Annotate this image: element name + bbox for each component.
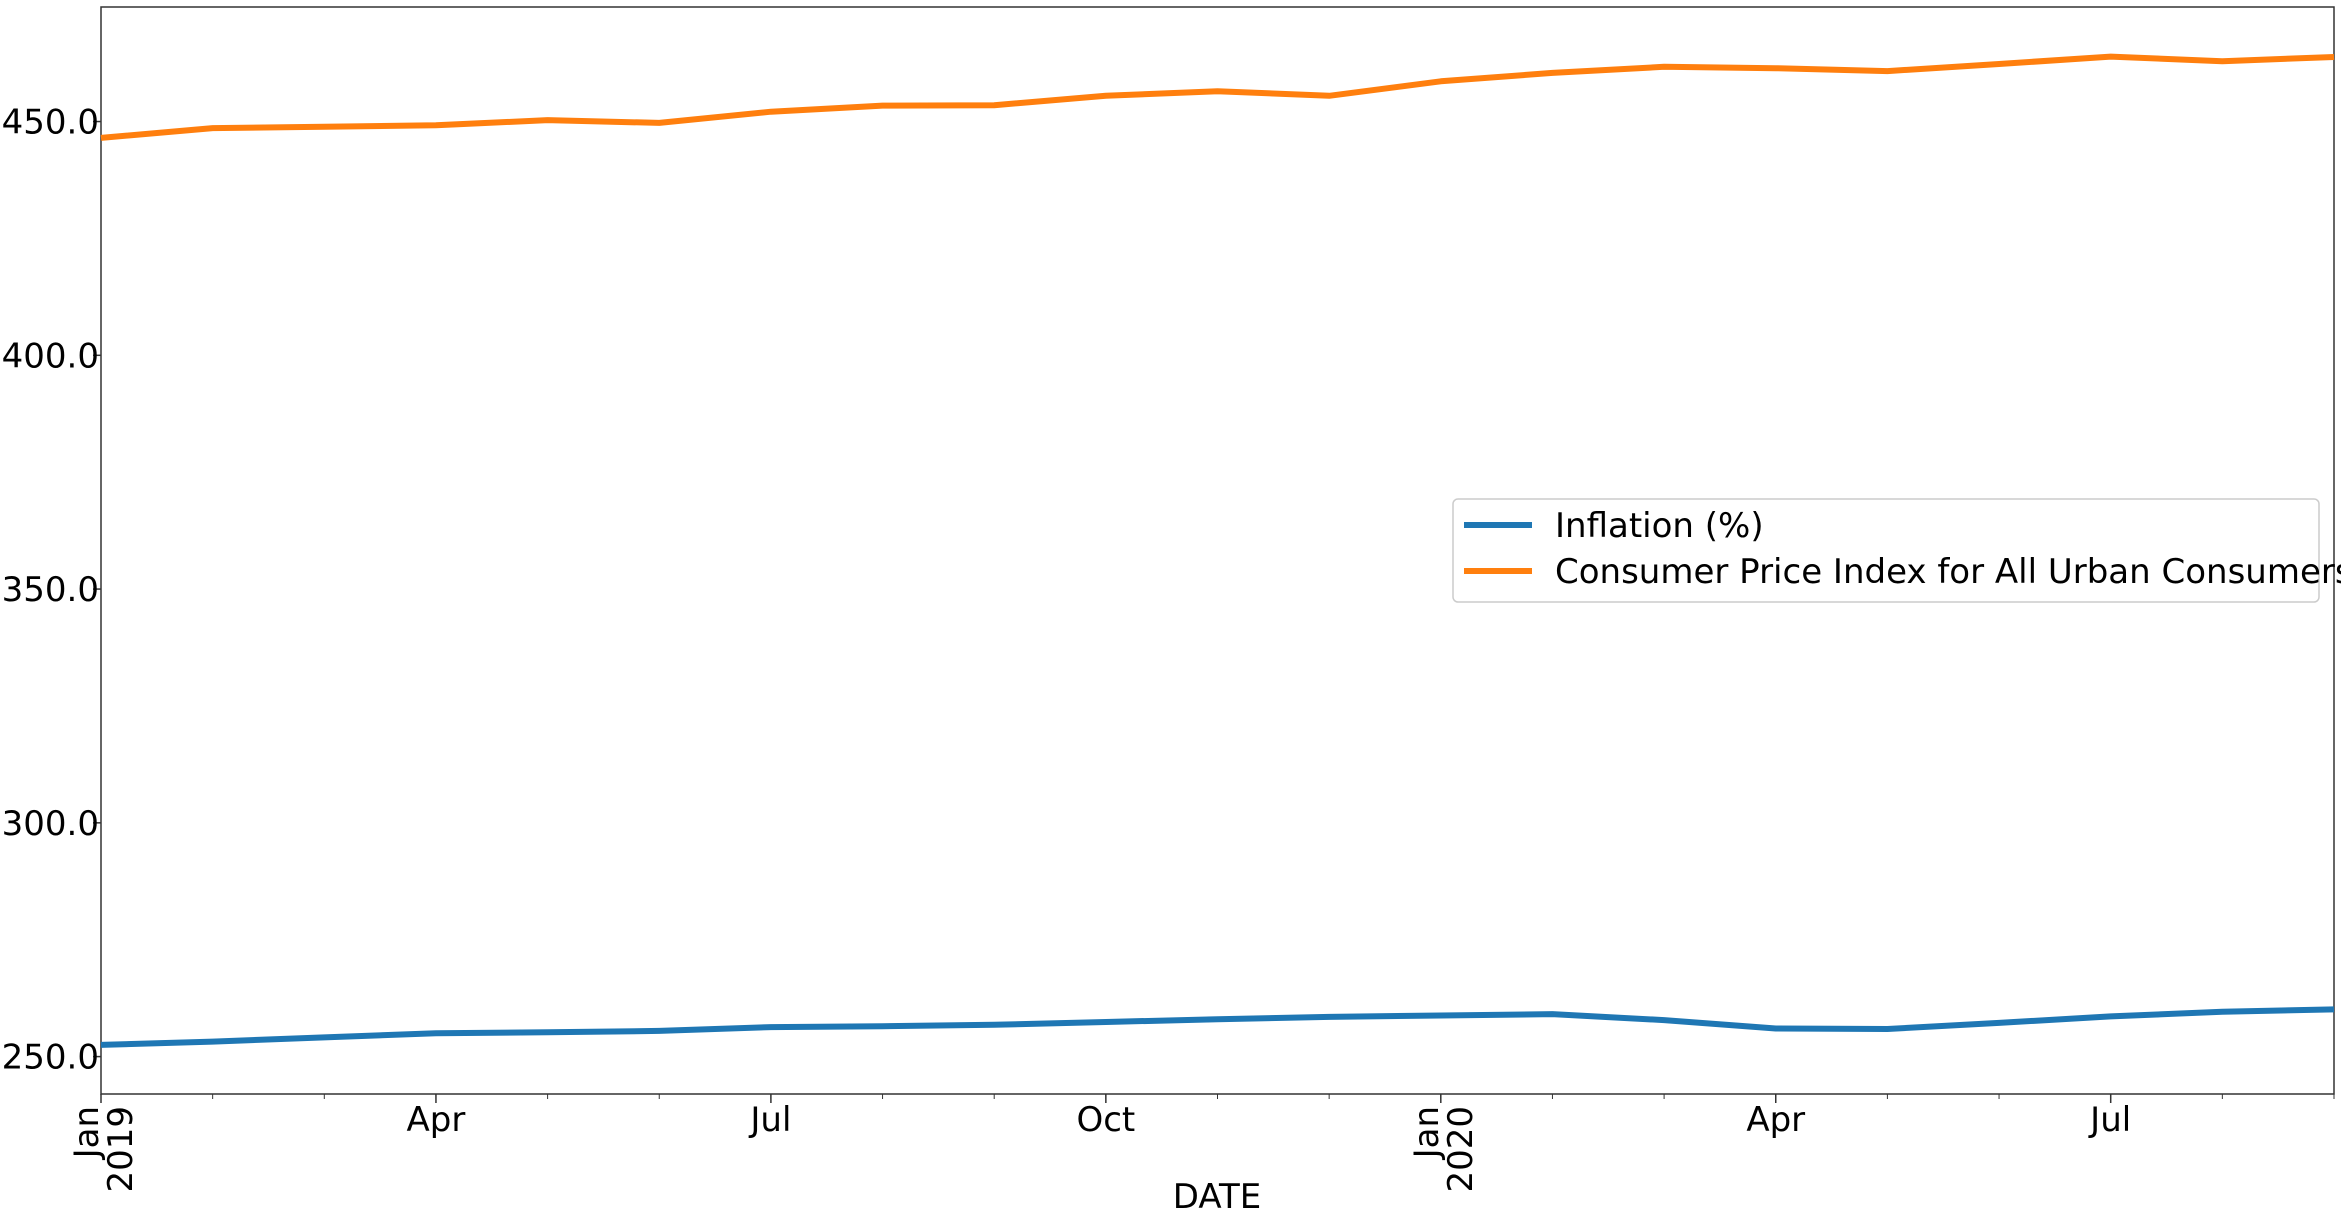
- x-tick-label: Jul: [748, 1100, 791, 1140]
- x-axis-title: DATE: [1173, 1177, 1261, 1217]
- y-axis: 250.0 300.0 350.0 400.0 450.0: [2, 103, 101, 1078]
- y-tick-label: 400.0: [2, 336, 99, 376]
- x-tick-label: Apr: [1746, 1100, 1805, 1140]
- y-tick-label: 350.0: [2, 570, 99, 610]
- legend-label: Consumer Price Index for All Urban Consu…: [1555, 552, 2341, 592]
- x-tick-label: Jul: [2088, 1100, 2131, 1140]
- legend: Inflation (%) Consumer Price Index for Al…: [1452, 498, 2341, 603]
- x-tick-label: Apr: [407, 1100, 466, 1140]
- series-layer: [100, 53, 2335, 1048]
- series-line-0: [100, 1006, 2335, 1048]
- x-tick-label-month: Jan: [67, 1106, 107, 1160]
- x-tick-label-year: 2020: [1441, 1106, 1481, 1193]
- y-tick-label: 250.0: [2, 1038, 99, 1078]
- y-tick-label: 450.0: [2, 103, 99, 143]
- x-tick-label: Oct: [1076, 1100, 1135, 1140]
- x-tick-label-year: 2019: [101, 1106, 141, 1193]
- x-tick-label-month: Jan: [1407, 1106, 1447, 1160]
- legend-box: [1452, 498, 2320, 603]
- legend-label: Inflation (%): [1555, 506, 1764, 546]
- y-tick-label: 300.0: [2, 804, 99, 844]
- series-line-1: [100, 53, 2335, 141]
